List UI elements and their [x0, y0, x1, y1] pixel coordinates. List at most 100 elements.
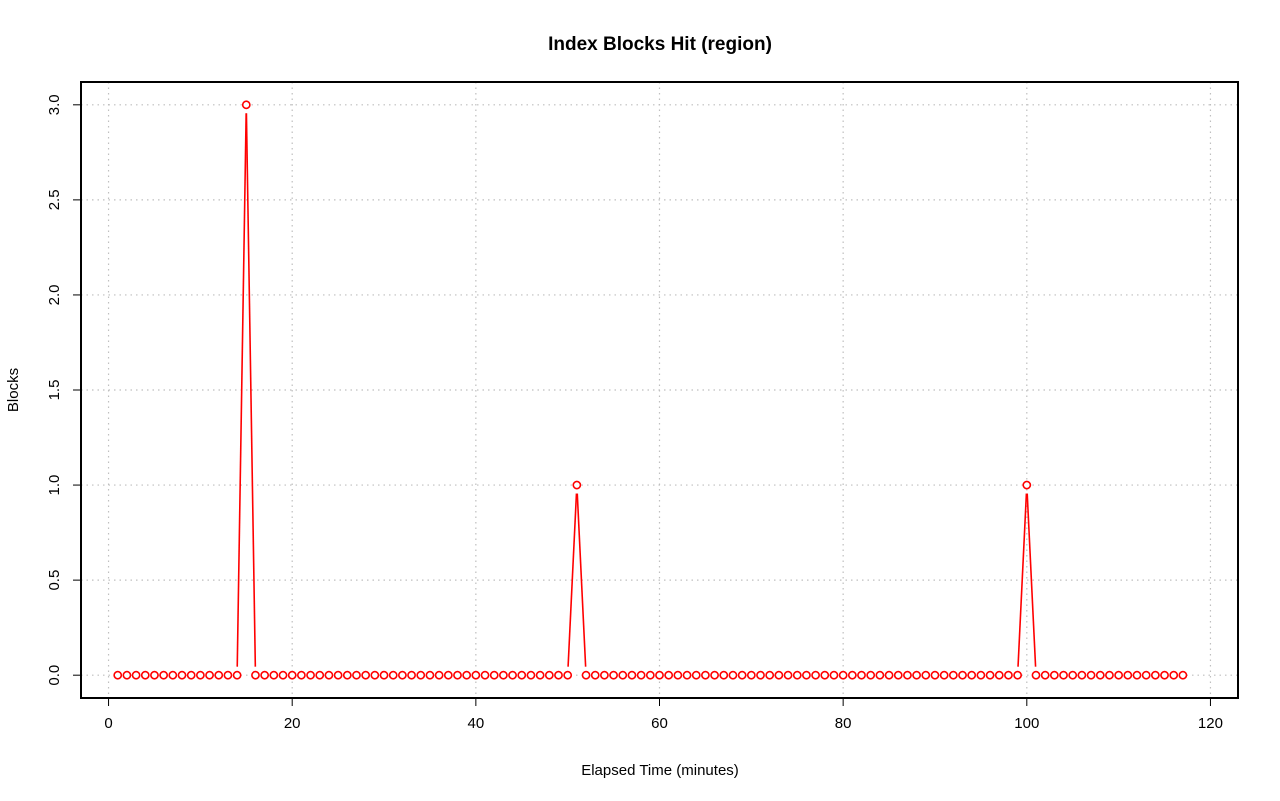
data-point-17	[260, 670, 270, 680]
data-point-41	[480, 670, 490, 680]
series-segment-99	[1026, 493, 1037, 667]
x-tick-label-3: 60	[651, 715, 668, 732]
data-point-58	[636, 670, 646, 680]
data-point-84	[875, 670, 885, 680]
data-point-54	[600, 670, 609, 680]
data-point-24	[324, 670, 334, 680]
data-point-63	[682, 670, 692, 680]
data-point-27	[352, 670, 361, 680]
data-point-13	[223, 670, 233, 680]
data-point-105	[1068, 670, 1078, 680]
data-point-68	[728, 670, 738, 680]
data-point-90	[930, 670, 940, 680]
y-axis: 0.0 0.5 1.0 1.5 2.0 2.5 3.0	[46, 94, 82, 686]
data-point-56	[618, 670, 628, 680]
data-point-25	[333, 670, 343, 680]
data-point-18	[269, 670, 279, 680]
data-point-112	[1132, 670, 1142, 680]
data-point-80	[838, 670, 848, 680]
data-point-20	[287, 670, 297, 680]
y-tick-label-2: 1.0	[46, 475, 63, 496]
data-point-35	[425, 670, 435, 680]
data-point-59	[645, 670, 655, 680]
data-point-61	[664, 670, 674, 680]
data-point-114	[1150, 670, 1160, 680]
data-point-32	[397, 670, 407, 680]
data-point-33	[407, 670, 416, 680]
data-point-87	[903, 670, 912, 680]
data-point-83	[866, 670, 876, 680]
data-point-99	[1013, 670, 1023, 680]
data-point-102	[1040, 670, 1050, 680]
x-tick-label-6: 120	[1198, 715, 1223, 732]
data-point-43	[498, 670, 508, 680]
data-point-110	[1114, 670, 1124, 680]
data-point-98	[1004, 670, 1013, 680]
data-point-31	[388, 670, 398, 680]
data-point-51	[572, 480, 582, 490]
data-point-57	[627, 670, 637, 680]
data-point-4	[140, 670, 150, 680]
data-point-6	[159, 670, 169, 680]
data-point-82	[857, 670, 866, 680]
data-point-70	[746, 670, 756, 680]
data-point-26	[342, 670, 352, 680]
data-point-109	[1105, 670, 1114, 680]
data-point-69	[737, 670, 747, 680]
y-tick-label-0: 0.0	[46, 665, 63, 686]
x-axis: 0 20 40 60 80 100 120	[104, 697, 1223, 732]
data-point-78	[820, 670, 830, 680]
series-index-blocks-hit	[113, 100, 1188, 680]
data-point-116	[1169, 670, 1179, 680]
data-point-46	[526, 670, 536, 680]
data-point-19	[278, 670, 288, 680]
data-point-12	[214, 670, 224, 680]
data-point-44	[508, 670, 517, 680]
data-point-21	[296, 670, 306, 680]
x-tick-label-4: 80	[835, 715, 852, 732]
data-point-5	[150, 670, 159, 680]
data-point-104	[1059, 670, 1068, 680]
data-point-53	[590, 670, 600, 680]
series-segment-50	[576, 493, 587, 667]
x-tick-label-2: 40	[468, 715, 485, 732]
data-point-23	[315, 670, 325, 680]
data-point-92	[948, 670, 958, 680]
x-tick-label-5: 100	[1014, 715, 1039, 732]
data-point-38	[453, 670, 462, 680]
data-point-62	[673, 670, 683, 680]
data-point-97	[994, 670, 1004, 680]
series-segment-13	[236, 113, 247, 667]
data-point-108	[1095, 670, 1105, 680]
data-point-103	[1049, 670, 1059, 680]
data-point-50	[563, 670, 573, 680]
data-point-77	[811, 670, 821, 680]
data-point-3	[131, 670, 141, 680]
data-point-75	[792, 670, 802, 680]
data-point-111	[1123, 670, 1133, 680]
data-point-106	[1077, 670, 1087, 680]
data-point-66	[710, 670, 719, 680]
data-point-117	[1178, 670, 1188, 680]
data-point-96	[985, 670, 995, 680]
data-point-36	[434, 670, 444, 680]
data-point-45	[517, 670, 527, 680]
data-point-11	[205, 670, 214, 680]
data-point-47	[535, 670, 545, 680]
data-point-40	[471, 670, 481, 680]
y-tick-label-1: 0.5	[46, 570, 63, 591]
x-tick-label-0: 0	[104, 715, 112, 732]
series-segment-14	[245, 113, 257, 667]
data-point-65	[701, 670, 710, 680]
data-point-71	[756, 670, 765, 680]
data-point-93	[958, 670, 967, 680]
data-point-15	[241, 100, 251, 110]
data-point-86	[893, 670, 903, 680]
y-axis-label: Blocks	[5, 368, 22, 412]
data-point-1	[113, 670, 123, 680]
data-point-81	[847, 670, 857, 680]
y-tick-label-3: 1.5	[46, 380, 63, 401]
y-tick-label-5: 2.5	[46, 189, 63, 210]
data-point-14	[232, 670, 242, 680]
